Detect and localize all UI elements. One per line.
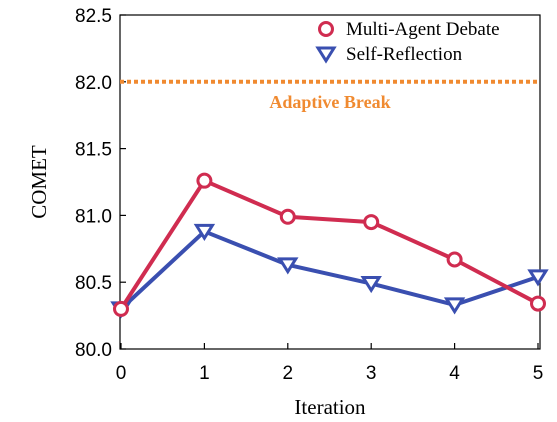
y-axis-label: COMET [27, 145, 51, 219]
plot-frame [119, 14, 541, 350]
series-self-reflection [110, 223, 549, 319]
axes: 80.0 80.5 81.0 81.5 82.0 82.5 0 1 2 3 4 5 [75, 6, 543, 384]
adaptive-break-label: Adaptive Break [269, 92, 390, 112]
series-multi-agent-debate [113, 172, 546, 317]
legend-item-multi-agent-debate: Multi-Agent Debate [318, 19, 500, 40]
self-reflection-point [527, 269, 549, 287]
y-tick-label: 80.5 [75, 273, 112, 294]
multi-agent-debate-point [279, 208, 296, 225]
legend-label-self-reflection: Self-Reflection [346, 44, 463, 65]
y-tick-label: 81.0 [75, 206, 112, 227]
multi-agent-debate-point [196, 172, 213, 189]
x-tick-label: 5 [533, 363, 544, 384]
multi-agent-debate-point [530, 295, 546, 312]
plot-area [119, 14, 541, 350]
x-tick-label: 0 [116, 363, 127, 384]
self-reflection-point [277, 257, 299, 275]
legend-marker-self-reflection [315, 46, 337, 64]
legend-marker-multi-agent-debate [318, 21, 334, 37]
multi-agent-debate-line [119, 178, 539, 311]
legend-label-multi-agent-debate: Multi-Agent Debate [346, 19, 500, 40]
y-tick-label: 82.0 [75, 73, 112, 94]
legend-item-self-reflection: Self-Reflection [315, 44, 463, 65]
series-group [110, 172, 549, 319]
y-tick-label: 80.0 [75, 340, 112, 361]
x-tick-label: 3 [366, 363, 377, 384]
x-axis-label: Iteration [294, 395, 366, 419]
multi-agent-debate-point [363, 214, 380, 231]
self-reflection-line [119, 229, 539, 311]
reference-line-group: Adaptive Break [120, 79, 540, 112]
x-tick-label: 4 [449, 363, 460, 384]
multi-agent-debate-point [446, 251, 463, 268]
multi-agent-debate-point [113, 300, 129, 317]
x-tick-label: 2 [283, 363, 294, 384]
self-reflection-point [193, 223, 216, 242]
y-tick-label: 81.5 [75, 140, 112, 161]
self-reflection-point [443, 297, 466, 315]
self-reflection-point [360, 276, 382, 294]
legend: Multi-Agent Debate Self-Reflection [315, 19, 500, 65]
x-tick-label: 1 [199, 363, 210, 384]
y-tick-label: 82.5 [75, 6, 112, 27]
